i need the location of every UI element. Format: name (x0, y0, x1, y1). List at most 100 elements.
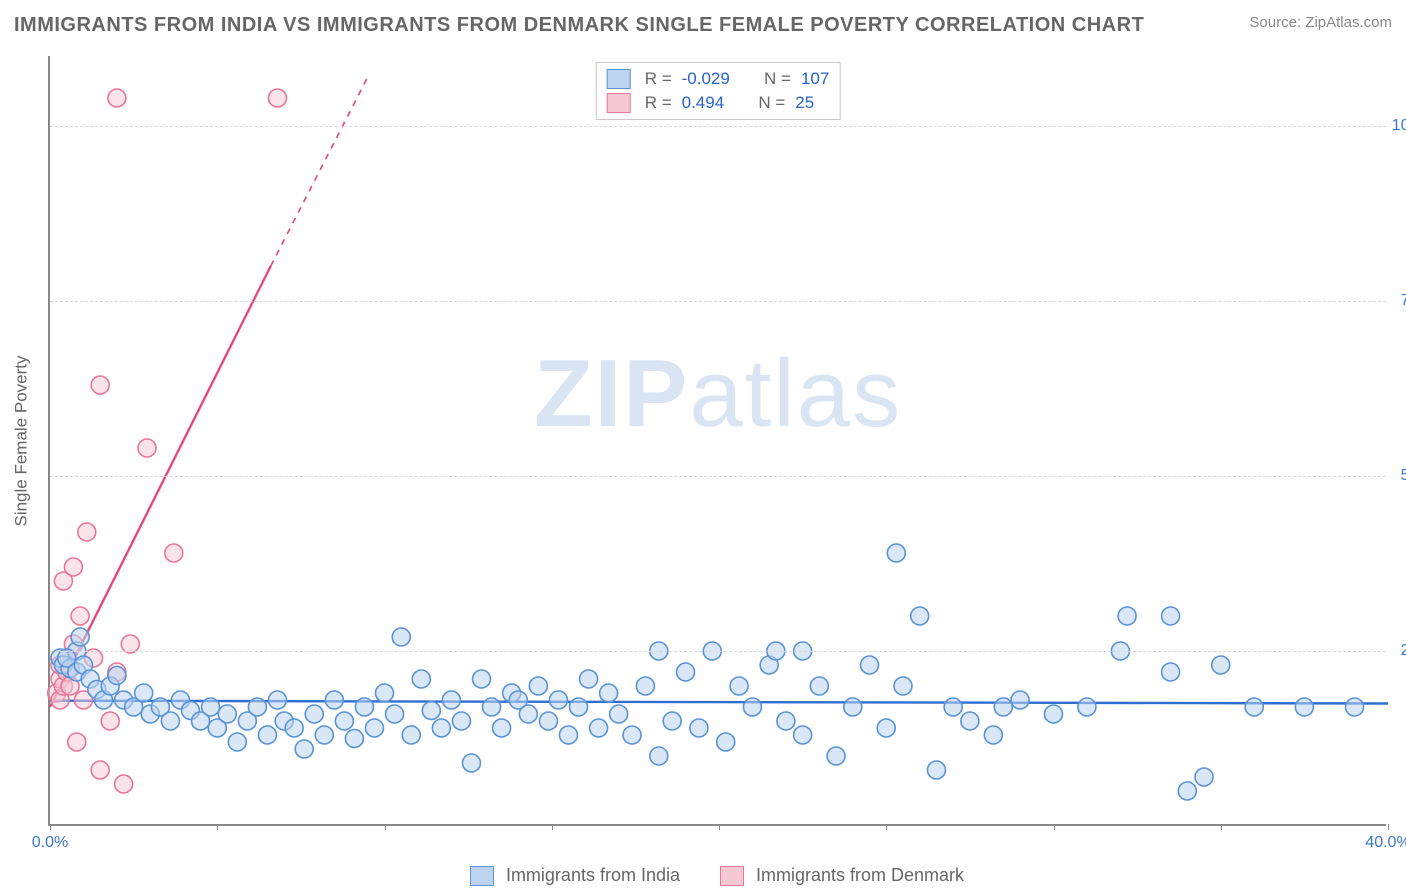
point-india (1078, 698, 1096, 716)
point-india (422, 702, 440, 720)
y-axis-label-container: Single Female Poverty (12, 56, 32, 826)
point-india (961, 712, 979, 730)
point-india (677, 663, 695, 681)
gridline-h (50, 126, 1386, 127)
r-label: R = (645, 67, 672, 91)
y-tick-label: 25.0% (1391, 642, 1406, 660)
point-india (1346, 698, 1364, 716)
point-india (730, 677, 748, 695)
stats-row-india: R = -0.029 N = 107 (607, 67, 830, 91)
point-india (1295, 698, 1313, 716)
point-denmark (165, 544, 183, 562)
point-india (1178, 782, 1196, 800)
point-india (493, 719, 511, 737)
point-india (994, 698, 1012, 716)
x-tick (552, 824, 553, 830)
r-label: R = (645, 91, 672, 115)
source-site: ZipAtlas.com (1305, 14, 1392, 31)
point-india (202, 698, 220, 716)
point-india (71, 628, 89, 646)
point-india (519, 705, 537, 723)
x-tick (1388, 824, 1389, 830)
point-india (1045, 705, 1063, 723)
legend-label-denmark: Immigrants from Denmark (756, 865, 964, 886)
point-india (483, 698, 501, 716)
point-india (268, 691, 286, 709)
point-denmark (64, 558, 82, 576)
legend-item-denmark: Immigrants from Denmark (720, 865, 964, 886)
point-india (412, 670, 430, 688)
correlation-stats-box: R = -0.029 N = 107 R = 0.494 N = 25 (596, 62, 841, 120)
trendline-denmark-dashed (271, 77, 368, 266)
point-denmark (108, 89, 126, 107)
y-tick-label: 100.0% (1391, 117, 1406, 135)
point-india (810, 677, 828, 695)
point-india (794, 726, 812, 744)
point-india (1212, 656, 1230, 674)
point-india (549, 691, 567, 709)
point-india (663, 712, 681, 730)
point-denmark (71, 607, 89, 625)
y-tick-label: 50.0% (1391, 467, 1406, 485)
r-value-india: -0.029 (682, 67, 730, 91)
point-india (1245, 698, 1263, 716)
point-india (743, 698, 761, 716)
point-india (135, 684, 153, 702)
point-india (218, 705, 236, 723)
chart-title: IMMIGRANTS FROM INDIA VS IMMIGRANTS FROM… (14, 14, 1144, 37)
gridline-h (50, 301, 1386, 302)
point-india (539, 712, 557, 730)
point-india (462, 754, 480, 772)
point-india (108, 667, 126, 685)
point-india (623, 726, 641, 744)
point-india (570, 698, 588, 716)
point-denmark (101, 712, 119, 730)
point-india (610, 705, 628, 723)
point-india (844, 698, 862, 716)
point-india (636, 677, 654, 695)
point-india (315, 726, 333, 744)
point-india (248, 698, 266, 716)
point-india (432, 719, 450, 737)
point-india (376, 684, 394, 702)
x-tick (385, 824, 386, 830)
swatch-india (470, 866, 494, 886)
point-india (161, 712, 179, 730)
point-india (1162, 663, 1180, 681)
x-tick-label: 0.0% (32, 834, 68, 852)
point-india (392, 628, 410, 646)
point-denmark (138, 439, 156, 457)
point-india (365, 719, 383, 737)
point-india (590, 719, 608, 737)
point-india (325, 691, 343, 709)
point-india (228, 733, 246, 751)
point-india (650, 747, 668, 765)
point-india (335, 712, 353, 730)
gridline-h (50, 476, 1386, 477)
point-india (911, 607, 929, 625)
point-india (894, 677, 912, 695)
point-india (927, 761, 945, 779)
y-axis-label: Single Female Poverty (12, 355, 32, 526)
legend-item-india: Immigrants from India (470, 865, 680, 886)
point-india (717, 733, 735, 751)
x-tick (1054, 824, 1055, 830)
swatch-denmark (607, 93, 631, 113)
point-india (877, 719, 895, 737)
swatch-india (607, 69, 631, 89)
bottom-legend: Immigrants from India Immigrants from De… (48, 865, 1386, 886)
n-label: N = (764, 67, 791, 91)
point-india (580, 670, 598, 688)
point-india (887, 544, 905, 562)
point-india (1195, 768, 1213, 786)
swatch-denmark (720, 866, 744, 886)
point-india (305, 705, 323, 723)
n-value-india: 107 (801, 67, 829, 91)
point-denmark (115, 775, 133, 793)
x-tick-label: 40.0% (1365, 834, 1406, 852)
chart-plot-area: ZIPatlas R = -0.029 N = 107 R = 0.494 N … (48, 56, 1386, 826)
point-india (1011, 691, 1029, 709)
point-india (402, 726, 420, 744)
point-denmark (91, 376, 109, 394)
point-india (355, 698, 373, 716)
